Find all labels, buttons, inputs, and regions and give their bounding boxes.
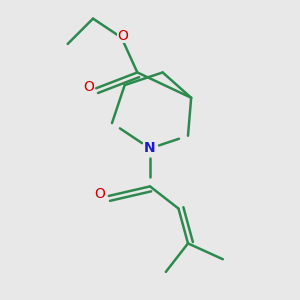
Text: N: N <box>144 141 156 155</box>
Text: O: O <box>94 187 105 201</box>
Text: O: O <box>83 80 94 94</box>
Text: O: O <box>118 29 128 43</box>
